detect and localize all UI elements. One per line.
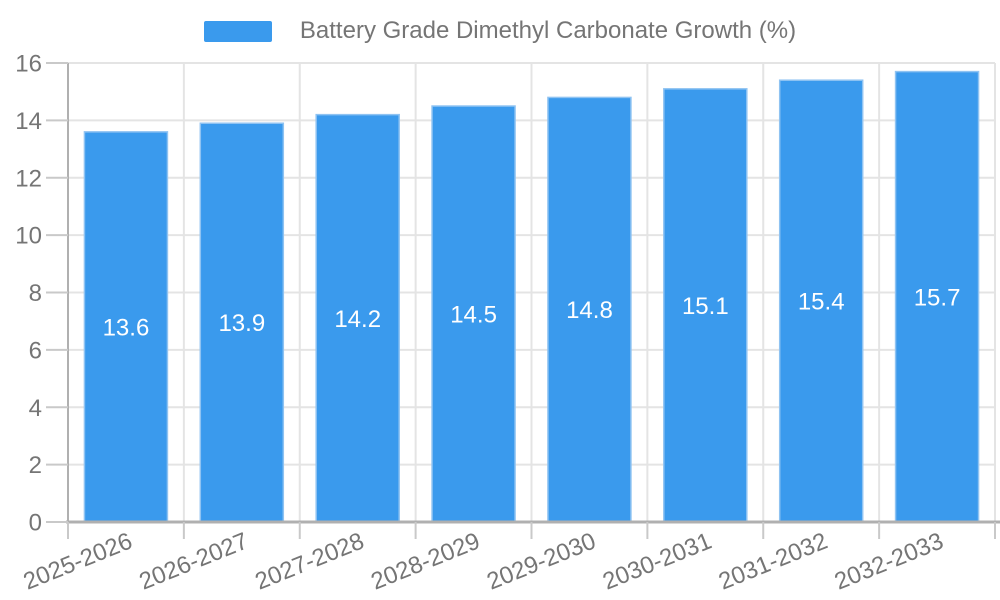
bar[interactable] — [83, 131, 169, 523]
x-tick-label: 2027-2028 — [251, 528, 368, 596]
x-tick-label: 2030-2031 — [599, 528, 716, 596]
y-tick-label: 10 — [15, 223, 42, 250]
bar[interactable] — [894, 70, 980, 523]
x-tick-label: 2031-2032 — [715, 528, 832, 596]
y-tick-label: 16 — [15, 51, 42, 78]
legend-swatch — [203, 20, 272, 42]
x-tick-label: 2026-2027 — [136, 528, 253, 596]
legend-label: Battery Grade Dimethyl Carbonate Growth … — [299, 17, 797, 44]
bar-value-label: 14.5 — [450, 302, 497, 329]
x-tick-label: 2025-2026 — [20, 528, 137, 596]
bar-value-label: 14.2 — [334, 306, 381, 333]
bar[interactable] — [663, 88, 748, 523]
x-tick-label: 2032-2033 — [831, 528, 948, 596]
y-tick-label: 6 — [29, 337, 42, 364]
bar-value-label: 15.1 — [682, 293, 729, 320]
y-tick-label: 12 — [15, 165, 42, 192]
bar[interactable] — [199, 122, 285, 523]
bar-value-label: 13.6 — [103, 314, 150, 341]
y-tick-label: 14 — [15, 108, 42, 135]
x-tick-label: 2029-2030 — [483, 528, 600, 596]
y-tick-label: 0 — [29, 510, 42, 537]
bar-value-label: 14.8 — [566, 297, 613, 324]
bar-value-label: 13.9 — [218, 310, 265, 337]
bar[interactable] — [778, 79, 864, 523]
y-tick-label: 8 — [29, 280, 42, 307]
bar[interactable] — [547, 96, 632, 523]
bar-value-label: 15.4 — [798, 289, 845, 316]
x-tick-label: 2028-2029 — [367, 528, 484, 596]
legend-item[interactable]: Battery Grade Dimethyl Carbonate Growth … — [0, 17, 1000, 45]
y-tick-label: 2 — [29, 452, 42, 479]
bar-value-label: 15.7 — [914, 284, 961, 311]
y-tick-label: 4 — [29, 395, 42, 422]
